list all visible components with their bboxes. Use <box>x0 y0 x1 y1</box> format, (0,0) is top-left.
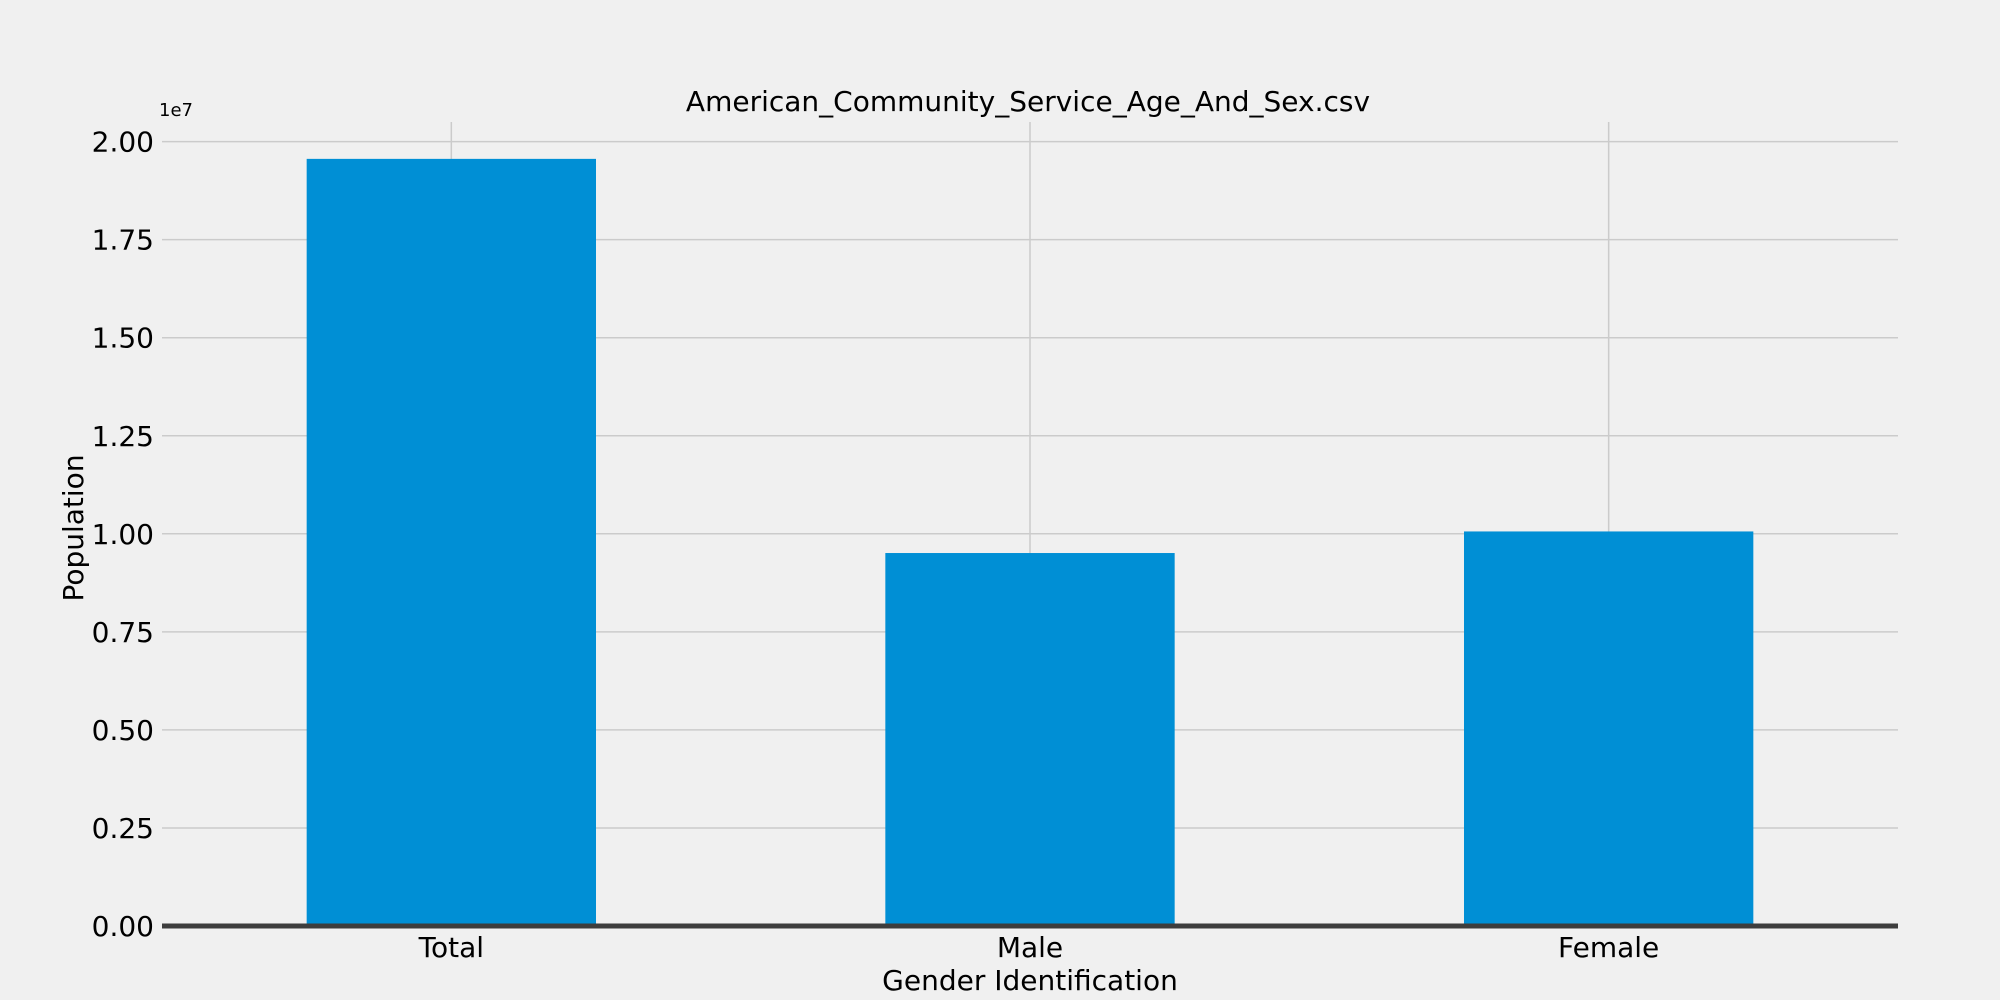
chart-title: American_Community_Service_Age_And_Sex.c… <box>686 85 1370 118</box>
y-tick-label: 1.25 <box>92 420 154 453</box>
y-tick-label: 0.00 <box>92 910 154 943</box>
bar-male <box>885 553 1175 926</box>
y-tick-label: 1.75 <box>92 224 154 257</box>
x-tick-label: Male <box>997 931 1063 964</box>
bars <box>306 158 1754 927</box>
y-tick-label: 0.25 <box>92 812 154 845</box>
x-tick-label: Female <box>1558 931 1659 964</box>
bar-female <box>1464 531 1754 926</box>
x-axis-title: Gender Identification <box>882 964 1178 997</box>
x-tick-label: Total <box>418 931 484 964</box>
y-tick-label: 0.75 <box>92 616 154 649</box>
axes: 0.00 0.25 0.50 0.75 1.00 1.25 1.50 1.75 2.00 Tota… <box>92 126 1898 964</box>
y-tick-label: 1.00 <box>92 518 154 551</box>
y-axis-title: Population <box>57 454 90 601</box>
y-tick-label: 2.00 <box>92 126 154 159</box>
y-tick-label: 0.50 <box>92 714 154 747</box>
y-axis-offset-label: 1e7 <box>159 100 193 121</box>
y-tick-label: 1.50 <box>92 322 154 355</box>
bar-total <box>306 158 596 927</box>
